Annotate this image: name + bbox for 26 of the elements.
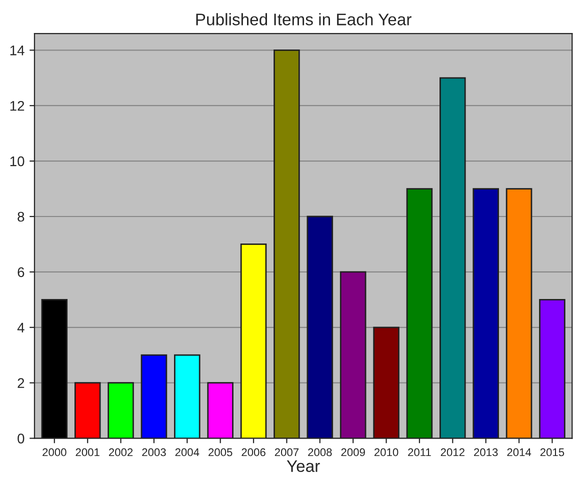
y-tick-label: 14 [10, 46, 24, 56]
x-tick-label: 2009 [341, 448, 365, 456]
y-tick-label: 2 [18, 378, 24, 388]
x-tick-label: 2004 [175, 448, 200, 456]
x-tick-label: 2005 [208, 448, 232, 456]
y-tick-label: 10 [10, 156, 24, 166]
y-tick-label: 6 [18, 267, 24, 278]
x-tick-label: 2000 [42, 448, 66, 456]
x-tick-label: 2011 [408, 448, 431, 456]
x-axis-title: Year [286, 460, 320, 472]
x-tick-label: 2014 [507, 448, 532, 456]
x-tick-label: 2006 [242, 448, 266, 456]
y-tick-label: 12 [10, 100, 24, 111]
x-tick-label: 2002 [108, 448, 133, 456]
x-tick-label: 2013 [474, 448, 498, 456]
x-tick-label: 2012 [440, 448, 464, 456]
y-tick-label: 4 [17, 322, 24, 332]
x-tick-label: 2015 [540, 448, 564, 456]
x-tick-label: 2001 [76, 448, 100, 456]
y-tick-label: 0 [18, 434, 24, 444]
x-tick-label: 2008 [308, 448, 332, 456]
x-tick-label: 2010 [374, 448, 398, 456]
chart-title: Published Items in Each Year [196, 13, 412, 26]
x-tick-label: 2007 [274, 448, 299, 456]
x-tick-label: 2003 [142, 448, 166, 456]
y-tick-label: 8 [18, 212, 24, 222]
